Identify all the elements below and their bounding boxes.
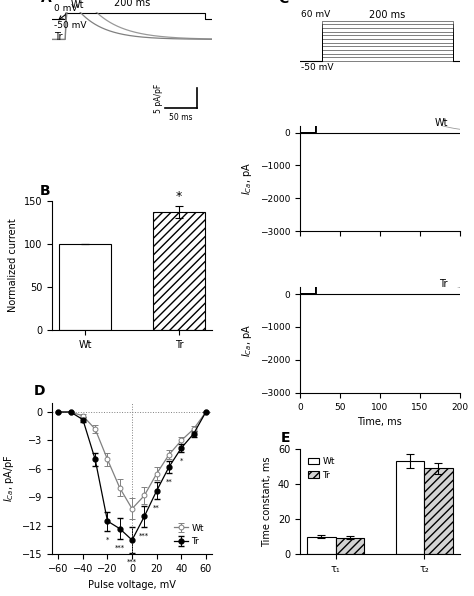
Legend: Wt, Tr: Wt, Tr xyxy=(304,454,338,483)
Text: 60 mV: 60 mV xyxy=(301,11,331,20)
Y-axis label: Normalized current: Normalized current xyxy=(9,219,18,312)
Bar xyxy=(424,468,453,554)
Text: E: E xyxy=(281,431,290,445)
Text: B: B xyxy=(40,184,51,198)
Bar xyxy=(153,212,205,330)
Bar xyxy=(396,461,424,554)
Text: A: A xyxy=(41,0,52,5)
Text: 0 mV: 0 mV xyxy=(54,4,77,13)
Text: 5 pA/pF: 5 pA/pF xyxy=(154,83,163,113)
Text: Tr: Tr xyxy=(439,279,448,289)
Text: C: C xyxy=(278,0,288,6)
Text: -50 mV: -50 mV xyxy=(54,21,86,30)
Text: Wt: Wt xyxy=(59,1,84,20)
Y-axis label: $I_{Ca}$, pA/pF: $I_{Ca}$, pA/pF xyxy=(2,455,17,502)
Text: *: * xyxy=(180,458,183,464)
Bar xyxy=(307,537,336,554)
Text: ***: *** xyxy=(127,559,137,565)
X-axis label: Pulse voltage, mV: Pulse voltage, mV xyxy=(88,579,176,589)
Y-axis label: $I_{Ca}$, pA: $I_{Ca}$, pA xyxy=(240,324,254,356)
Text: *: * xyxy=(106,536,109,542)
Text: D: D xyxy=(34,384,45,398)
Text: ***: *** xyxy=(115,545,125,551)
Text: **: ** xyxy=(165,479,173,485)
Text: ***: *** xyxy=(139,532,149,538)
X-axis label: Time, ms: Time, ms xyxy=(357,417,402,427)
Text: *: * xyxy=(176,190,182,203)
Bar xyxy=(59,244,111,330)
Text: -50 mV: -50 mV xyxy=(301,63,334,72)
Y-axis label: Time constant, ms: Time constant, ms xyxy=(262,457,272,547)
Text: Wt: Wt xyxy=(434,117,448,128)
Y-axis label: $I_{Ca}$, pA: $I_{Ca}$, pA xyxy=(240,162,254,195)
Text: **: ** xyxy=(153,505,160,511)
Legend: Wt, Tr: Wt, Tr xyxy=(171,520,208,550)
Text: 200 ms: 200 ms xyxy=(369,10,405,20)
Text: Tr: Tr xyxy=(54,32,62,42)
Text: 50 ms: 50 ms xyxy=(169,113,193,122)
Bar xyxy=(336,538,364,554)
Text: 200 ms: 200 ms xyxy=(114,0,150,8)
